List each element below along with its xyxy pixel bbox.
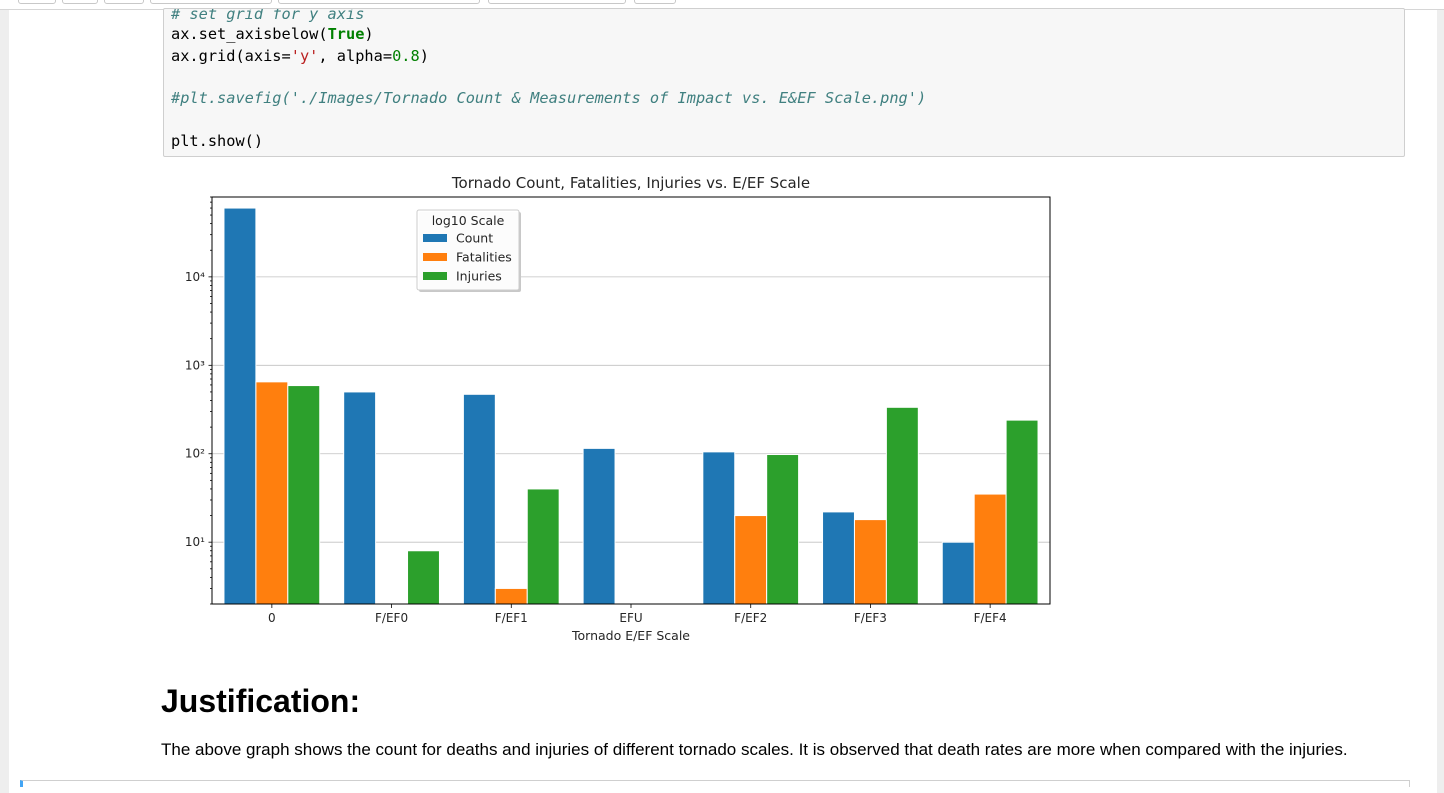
toolbar-button-group[interactable] [278,0,480,4]
bar-count-5 [822,511,855,605]
bar-count-0 [223,207,257,605]
bar-injuries-5 [885,406,919,605]
code-token: #plt.savefig('./Images/Tornado Count & M… [171,89,927,107]
chart: 10¹ 10² 10³ 10⁴ 0 F/EF0 F/EF1 EFU F/EF2 F/EF3 F/EF… [154,160,1074,660]
next-cell[interactable] [20,780,1410,787]
code-token: plt.show() [171,132,264,150]
toolbar-button[interactable] [62,0,98,4]
bar-count-2 [462,393,496,605]
code-token: , alpha= [318,47,393,65]
bar-fatalities-0 [255,381,289,605]
chart-title: Tornado Count, Fatalities, Injuries vs. … [451,174,810,192]
x-tick-label: 0 [268,611,276,625]
toolbar-button-group[interactable] [150,0,272,4]
code-token: ax.set_axisbelow( [171,25,328,43]
cell-type-select[interactable] [488,0,626,4]
bar-fatalities-5 [853,519,887,605]
code-token: ax.grid(axis= [171,47,291,65]
bar-count-3 [582,447,616,605]
bar-count-6 [941,541,975,605]
code-cell-input[interactable]: # set grid for y axis ax.set_axisbelow(Tr… [163,8,1405,157]
code-token: True [327,25,365,43]
legend-swatch-count [423,234,447,242]
markdown-heading: Justification: [161,683,361,719]
legend-label-injuries: Injuries [456,269,502,284]
y-tick-label: 10⁴ [185,270,205,284]
x-tick-label: F/EF0 [375,611,408,625]
code-line: # set grid for y axis [171,8,365,24]
toolbar-button[interactable] [18,0,56,4]
bar-count-1 [343,391,377,605]
x-tick-label: EFU [619,611,642,625]
bar-injuries-1 [407,550,440,605]
bar-injuries-6 [1005,419,1039,605]
code-line: plt.show() [171,131,263,151]
bar-injuries-4 [766,454,800,605]
legend-title: log10 Scale [432,213,505,228]
x-tick-label: F/EF3 [854,611,887,625]
code-line: #plt.savefig('./Images/Tornado Count & M… [171,88,926,108]
bar-injuries-0 [287,385,321,605]
code-token: ) [419,47,429,65]
bar-fatalities-2 [494,587,528,605]
bar-fatalities-4 [734,515,768,605]
code-line: ax.grid(axis='y', alpha=0.8) [171,46,429,66]
code-token: ) [364,25,374,43]
legend-label-fatalities: Fatalities [456,250,512,265]
x-axis-label: Tornado E/EF Scale [571,628,690,643]
legend-box [416,209,520,291]
code-token: 'y' [290,47,319,65]
legend-label-count: Count [456,231,493,246]
code-token: # set grid for y axis [171,8,365,23]
toolbar-button[interactable] [634,0,676,4]
x-tick-label: F/EF1 [495,611,528,625]
y-tick-label: 10¹ [185,535,205,549]
y-tick-label: 10² [185,447,205,461]
toolbar-button[interactable] [104,0,144,4]
y-tick-label: 10³ [185,358,205,372]
bar-injuries-2 [526,488,560,605]
code-token: 0.8 [392,47,420,65]
code-line: ax.set_axisbelow(True) [171,24,374,44]
bar-count-4 [702,451,736,605]
x-tick-label: F/EF2 [734,611,767,625]
markdown-paragraph: The above graph shows the count for deat… [161,740,1348,759]
legend-swatch-fatalities [423,253,447,261]
legend-swatch-injuries [423,272,447,280]
bar-fatalities-6 [973,493,1007,605]
x-tick-label: F/EF4 [974,611,1007,625]
